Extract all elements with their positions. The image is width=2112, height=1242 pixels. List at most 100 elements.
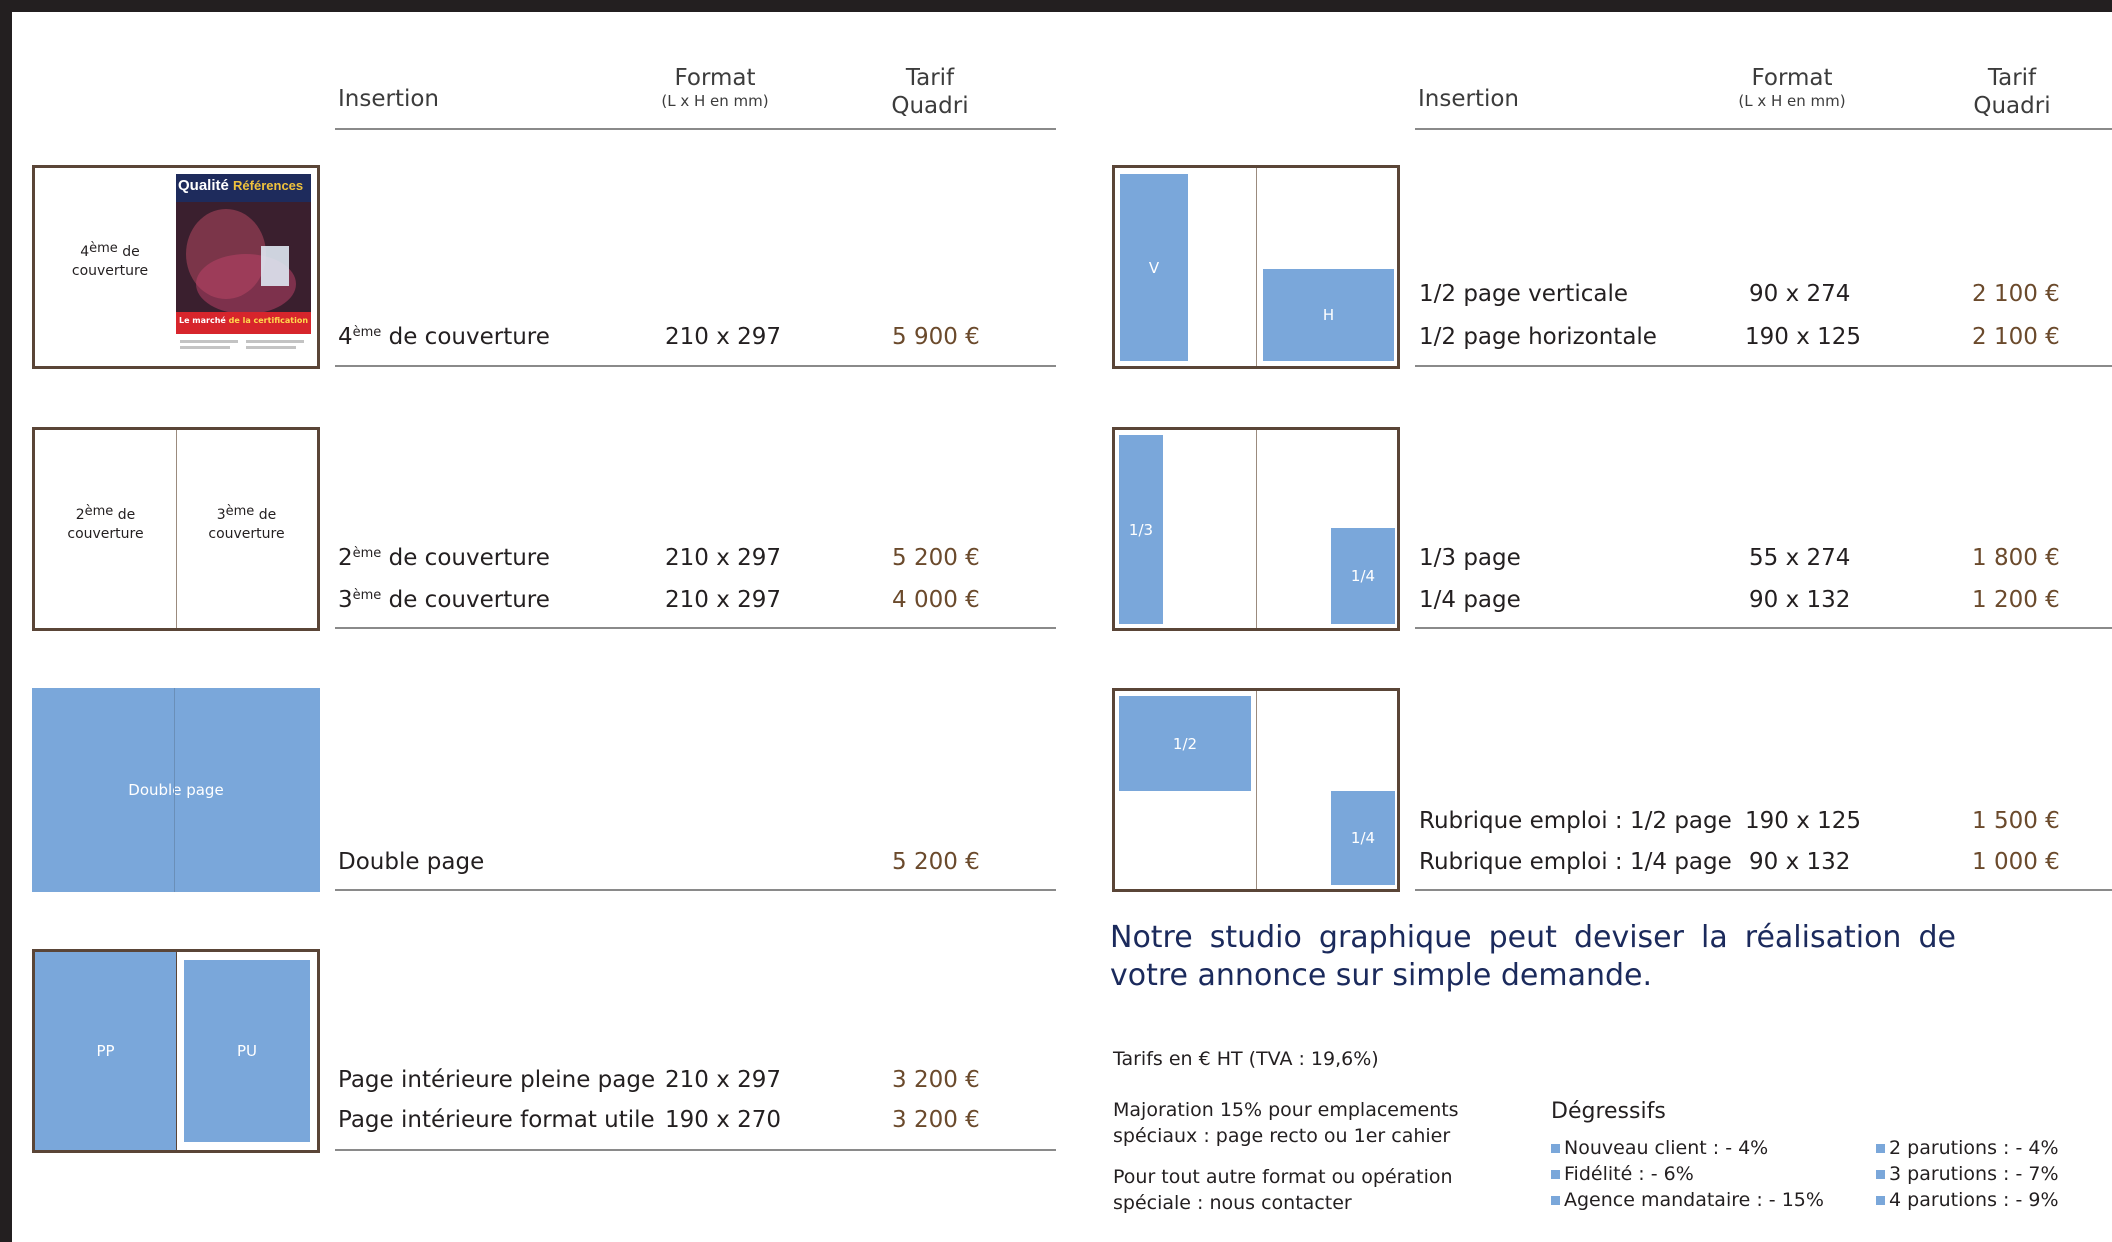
magazine-cover-image: Qualité Références Le marché de la certi…: [176, 174, 311, 361]
studio-message: Notre studio graphique peut deviser la r…: [1110, 919, 1956, 995]
row-quarter-price: 1 200 €: [1972, 586, 2060, 614]
bullet-square-icon: [1551, 1144, 1560, 1153]
header-tarif-line1: Tarif: [880, 64, 980, 92]
degressifs-col2: 2 parutions : - 4% 3 parutions : - 7% 4 …: [1876, 1135, 2059, 1213]
thumb-third: 1/3: [1119, 435, 1163, 624]
thumb-emploi: 1/2 1/4: [1112, 688, 1400, 892]
thumb-half-page: V H: [1112, 165, 1400, 369]
row-cover3-label: 3ème de couverture: [338, 586, 550, 614]
header-insertion-right: Insertion: [1418, 85, 1519, 113]
magazine-headline-b: de la certification en 2012: [226, 316, 311, 325]
degressif-item: Agence mandataire : - 15%: [1551, 1187, 1824, 1213]
header-format-label: Format: [1751, 65, 1832, 91]
header-tarif-line2: Quadri: [880, 92, 980, 120]
header-rule-right: [1415, 128, 2112, 130]
row-cover2-format: 210 x 297: [665, 544, 781, 572]
degressif-item: 4 parutions : - 9%: [1876, 1187, 2059, 1213]
row-half-vertical-label: 1/2 page verticale: [1419, 280, 1628, 308]
row-pu-price: 3 200 €: [892, 1106, 980, 1134]
row-cover3-format: 210 x 297: [665, 586, 781, 614]
row-half-horizontal-label: 1/2 page horizontale: [1419, 323, 1657, 351]
header-tarif-line2: Quadri: [1962, 92, 2062, 120]
bullet-square-icon: [1876, 1196, 1885, 1205]
rule-left-4: [335, 1149, 1056, 1151]
header-format-unit: (L x H en mm): [640, 92, 790, 110]
thumb-double-page: Double page: [32, 688, 320, 892]
row-double-price: 5 200 €: [892, 848, 980, 876]
magazine-headline-a: Le marché: [179, 316, 226, 325]
row-half-horizontal-format: 190 x 125: [1745, 323, 1861, 351]
row-third-price: 1 800 €: [1972, 544, 2060, 572]
row-quarter-label: 1/4 page: [1419, 586, 1521, 614]
magazine-brand-1: Qualité: [178, 177, 229, 194]
bullet-square-icon: [1551, 1170, 1560, 1179]
note-tarifs: Tarifs en € HT (TVA : 19,6%): [1113, 1046, 1379, 1072]
row-emploi-half-format: 190 x 125: [1745, 807, 1861, 835]
thumb-cover2-3: 2ème de couverture 3ème de couverture: [32, 427, 320, 631]
row-cover2-price: 5 200 €: [892, 544, 980, 572]
row-pp-label: Page intérieure pleine page: [338, 1066, 655, 1094]
thumb-cover4-label: 4ème de couverture: [40, 243, 180, 281]
header-format-label: Format: [674, 65, 755, 91]
rule-left-3: [335, 889, 1056, 891]
magazine-brand-2: Références: [233, 178, 303, 193]
row-third-label: 1/3 page: [1419, 544, 1521, 572]
row-half-vertical-format: 90 x 274: [1749, 280, 1850, 308]
row-double-label: Double page: [338, 848, 484, 876]
header-format-right: Format (L x H en mm): [1717, 64, 1867, 110]
thumb-third-quarter: 1/3 1/4: [1112, 427, 1400, 631]
thumb-divider: [1256, 168, 1257, 366]
header-format-left: Format (L x H en mm): [640, 64, 790, 110]
row-third-format: 55 x 274: [1749, 544, 1850, 572]
header-tarif-line1: Tarif: [1962, 64, 2062, 92]
row-half-vertical-price: 2 100 €: [1972, 280, 2060, 308]
thumb-divider: [1256, 430, 1257, 628]
rule-right-2: [1415, 627, 2112, 629]
header-rule-left: [335, 128, 1056, 130]
row-cover4-format: 210 x 297: [665, 323, 781, 351]
row-cover4-price: 5 900 €: [892, 323, 980, 351]
bullet-square-icon: [1551, 1196, 1560, 1205]
top-border: [0, 0, 2112, 12]
degressif-item: Nouveau client : - 4%: [1551, 1135, 1824, 1161]
thumb-half-vertical: V: [1120, 174, 1188, 361]
thumb-pp: PP: [35, 952, 176, 1150]
thumb-cover4: 4ème de couverture Qualité Références Le…: [32, 165, 320, 369]
row-pp-format: 210 x 297: [665, 1066, 781, 1094]
row-half-horizontal-price: 2 100 €: [1972, 323, 2060, 351]
row-quarter-format: 90 x 132: [1749, 586, 1850, 614]
row-pp-price: 3 200 €: [892, 1066, 980, 1094]
thumb-pp-pu: PP PU: [32, 949, 320, 1153]
thumb-divider: [1256, 691, 1257, 889]
bullet-square-icon: [1876, 1170, 1885, 1179]
thumb-double-divider: [174, 688, 175, 892]
thumb-pu: PU: [184, 960, 310, 1142]
row-emploi-half-label: Rubrique emploi : 1/2 page: [1419, 807, 1732, 835]
thumb-cover2-label: 2ème de couverture: [35, 506, 176, 544]
degressif-item: 2 parutions : - 4%: [1876, 1135, 2059, 1161]
row-emploi-half-price: 1 500 €: [1972, 807, 2060, 835]
row-emploi-quarter-price: 1 000 €: [1972, 848, 2060, 876]
rule-left-2: [335, 627, 1056, 629]
degressif-item: Fidélité : - 6%: [1551, 1161, 1824, 1187]
row-emploi-quarter-format: 90 x 132: [1749, 848, 1850, 876]
row-cover3-price: 4 000 €: [892, 586, 980, 614]
row-emploi-quarter-label: Rubrique emploi : 1/4 page: [1419, 848, 1732, 876]
row-cover4-label: 4ème de couverture: [338, 323, 550, 351]
thumb-half-horizontal: H: [1263, 269, 1394, 361]
degressifs-title: Dégressifs: [1551, 1099, 1666, 1124]
bullet-square-icon: [1876, 1144, 1885, 1153]
rule-right-3: [1415, 889, 2112, 891]
header-insertion-left: Insertion: [338, 85, 439, 113]
rule-left-1: [335, 365, 1056, 367]
note-majoration: Majoration 15% pour emplacements spéciau…: [1113, 1097, 1459, 1149]
left-border: [0, 0, 12, 1242]
thumb-emploi-quarter: 1/4: [1331, 791, 1395, 885]
header-tarif-left: Tarif Quadri: [880, 64, 980, 120]
row-cover2-label: 2ème de couverture: [338, 544, 550, 572]
row-pu-label: Page intérieure format utile: [338, 1106, 655, 1134]
thumb-cover3-label: 3ème de couverture: [176, 506, 317, 544]
note-autre: Pour tout autre format ou opération spéc…: [1113, 1164, 1453, 1216]
degressifs-col1: Nouveau client : - 4% Fidélité : - 6% Ag…: [1551, 1135, 1824, 1213]
rule-right-1: [1415, 365, 2112, 367]
